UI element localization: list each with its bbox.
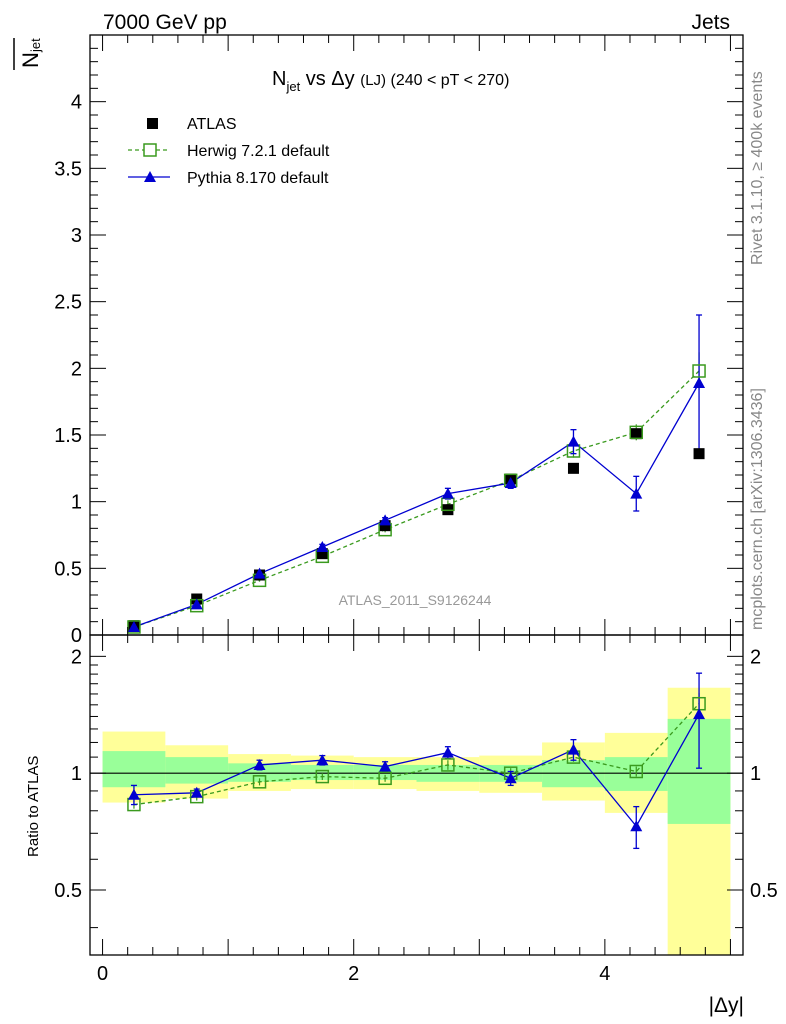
- xlabel: |Δy|: [709, 994, 744, 1017]
- herwig-line: [133, 370, 700, 628]
- x-tick-label: 2: [348, 963, 359, 985]
- main-ylabel-n: N: [18, 52, 43, 68]
- main-y-tick-label: 0: [71, 625, 82, 647]
- title-sub: jet: [285, 79, 300, 94]
- stat-uncertainty-band: [290, 764, 354, 781]
- main-title: Njet vs Δy (LJ) (240 < pT < 270): [272, 68, 509, 94]
- legend-herwig-marker: [143, 143, 157, 157]
- main-y-tick-label: 2: [71, 358, 82, 380]
- ratio-pythia-point: [316, 754, 329, 766]
- main-ylabel: N jet: [13, 38, 43, 70]
- ratio-pythia-point: [504, 772, 517, 784]
- atlas-point: [693, 448, 705, 460]
- ratio-y-tick-label: 1: [71, 763, 82, 785]
- header-right-label: Jets: [691, 11, 730, 34]
- legend-atlas-marker: [147, 118, 158, 129]
- pythia-point: [190, 598, 203, 610]
- x-tick-label: 0: [97, 963, 108, 985]
- stat-uncertainty-band: [102, 751, 166, 788]
- stat-uncertainty-band: [165, 757, 229, 784]
- pythia-point: [504, 477, 517, 488]
- pythia-point: [316, 541, 329, 552]
- pythia-point: [379, 514, 392, 526]
- ratio-ylabel: Ratio to ATLAS: [25, 756, 42, 857]
- legend-pythia-label: Pythia 8.170 default: [187, 170, 329, 187]
- main-y-tick-label: 2.5: [54, 292, 82, 314]
- ratio-pythia-line: [133, 713, 700, 828]
- ratio-pythia-point: [190, 786, 203, 798]
- pythia-point: [693, 377, 706, 388]
- x-tick-label: 4: [599, 963, 610, 985]
- legend-herwig-label: Herwig 7.2.1 default: [187, 143, 330, 160]
- main-ylabel-sub: jet: [28, 38, 43, 53]
- pythia-point: [127, 621, 140, 632]
- ratio-pythia-point: [253, 758, 266, 770]
- pythia-line: [133, 382, 700, 628]
- atlas-point: [567, 462, 579, 474]
- pythia-point: [630, 487, 643, 499]
- title-n: N: [272, 68, 286, 90]
- ratio-y-tick-label: 2: [71, 646, 82, 668]
- atlas-point: [630, 428, 642, 440]
- atlas-point: [379, 520, 391, 532]
- ratio-pythia-point: [379, 760, 392, 772]
- ratio-y-tick-label-right: 2: [750, 646, 761, 668]
- pythia-point: [567, 435, 580, 447]
- herwig-point: [629, 425, 644, 440]
- ratio-pythia-point: [630, 820, 643, 832]
- analysis-watermark: ATLAS_2011_S9126244: [339, 592, 492, 608]
- atlas-point: [316, 548, 328, 560]
- main-y-tick-label: 3: [71, 225, 82, 247]
- legend: ATLAS Herwig 7.2.1 default Pythia 8.170 …: [128, 116, 330, 187]
- ratio-frame: [89, 634, 744, 956]
- ratio-y-tick-label: 0.5: [54, 880, 82, 902]
- legend-atlas-label: ATLAS: [187, 116, 237, 133]
- ratio-herwig-point: [441, 758, 455, 772]
- ratio-herwig-line: [133, 703, 700, 806]
- pythia-point: [441, 487, 454, 499]
- mcplots-label: mcplots.cern.ch [arXiv:1306.3436]: [749, 388, 766, 630]
- title-vs: vs Δy: [300, 68, 360, 90]
- rivet-label: Rivet 3.1.10, ≥ 400k events: [749, 71, 766, 265]
- ratio-herwig-point: [252, 775, 267, 789]
- header-left-label: 7000 GeV pp: [103, 11, 227, 34]
- ratio-herwig-point: [315, 769, 330, 784]
- main-panel: 0 0.5 1 1.5 2 2.5 3 3.5 4: [54, 34, 744, 647]
- ratio-y-tick-label-right: 0.5: [750, 880, 778, 902]
- ratio-pythia-point: [693, 708, 706, 720]
- ratio-herwig-point: [629, 764, 644, 779]
- ratio-pythia-point: [441, 746, 454, 758]
- main-y-tick-label: 1: [71, 492, 82, 514]
- ratio-pythia-point: [127, 788, 140, 800]
- legend-pythia-marker: [144, 171, 156, 182]
- ratio-herwig-point: [378, 771, 392, 786]
- main-y-tick-label: 3.5: [54, 158, 82, 180]
- main-y-tick-label: 1.5: [54, 425, 82, 447]
- pythia-point: [253, 567, 266, 579]
- ratio-panel: 0.5 0.5 1 1 2 2 0 2 4: [54, 634, 778, 985]
- main-y-tick-label: 4: [71, 92, 82, 114]
- title-range: (240 < pT < 270): [386, 72, 509, 89]
- main-y-tick-label: 0.5: [54, 558, 82, 580]
- title-lj: (LJ): [360, 72, 386, 89]
- ratio-pythia-point: [567, 743, 580, 755]
- ratio-y-tick-label-right: 1: [750, 763, 761, 785]
